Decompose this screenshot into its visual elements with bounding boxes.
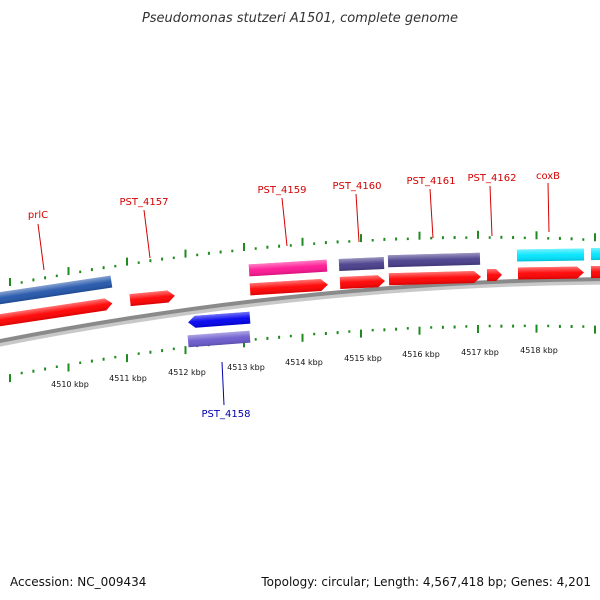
leader-prlC — [37, 223, 45, 271]
cds-next[interactable] — [590, 265, 600, 279]
cds-pst4162[interactable] — [486, 268, 502, 282]
accession-text: Accession: NC_009434 — [10, 575, 146, 589]
gene-label-pst4158[interactable]: PST_4158 — [202, 409, 251, 420]
gene-label-pst4157[interactable]: PST_4157 — [120, 197, 169, 208]
gene-coxB[interactable] — [516, 248, 585, 262]
leader-pst4159 — [281, 197, 288, 247]
gene-labels: prlC PST_4157 PST_4159 PST_4160 PST_4161… — [28, 171, 560, 420]
leader-coxB — [547, 182, 550, 233]
cds-pst4159[interactable] — [249, 279, 329, 296]
gene-prlC[interactable] — [0, 275, 113, 306]
gene-label-pst4162[interactable]: PST_4162 — [468, 173, 517, 184]
leader-pst4158 — [221, 361, 225, 406]
tick-label-4515: 4515 kbp — [344, 354, 382, 363]
cds-pst4161[interactable] — [388, 270, 481, 286]
leader-pst4161 — [429, 188, 434, 239]
cds-coxB[interactable] — [517, 266, 584, 280]
gene-pst4160[interactable] — [338, 257, 385, 271]
map-title: Pseudomonas stutzeri A1501, complete gen… — [142, 11, 458, 26]
forward-cds-track — [0, 265, 600, 328]
gene-label-coxB[interactable]: coxB — [536, 171, 560, 182]
tick-label-4517: 4517 kbp — [461, 348, 499, 357]
tick-label-4513: 4513 kbp — [227, 363, 265, 372]
reverse-strand-features — [187, 311, 251, 348]
genome-summary-text: Topology: circular; Length: 4,567,418 bp… — [260, 575, 591, 589]
gene-pst4161[interactable] — [387, 252, 481, 268]
leader-pst4157 — [143, 209, 151, 259]
leader-pst4162 — [489, 185, 493, 237]
gene-pst4159[interactable] — [248, 259, 328, 277]
cds-pst4158[interactable] — [188, 311, 251, 329]
gene-label-prlC[interactable]: prlC — [28, 210, 48, 221]
cds-pst4157[interactable] — [129, 290, 176, 307]
gene-label-pst4159[interactable]: PST_4159 — [258, 185, 307, 196]
tick-label-4514: 4514 kbp — [285, 358, 323, 367]
tick-label-4511: 4511 kbp — [109, 374, 147, 383]
tick-label-4510: 4510 kbp — [51, 380, 89, 389]
label-leaders — [37, 182, 550, 406]
gene-pst4158[interactable] — [187, 330, 251, 348]
tick-label-4518: 4518 kbp — [520, 346, 558, 355]
tick-label-4516: 4516 kbp — [402, 350, 440, 359]
sequence-backbone — [0, 277, 600, 344]
gene-label-pst4161[interactable]: PST_4161 — [407, 176, 456, 187]
lower-tick-track — [9, 324, 596, 383]
gene-label-pst4160[interactable]: PST_4160 — [333, 181, 382, 192]
forward-gene-track — [0, 247, 600, 306]
cds-pst4160[interactable] — [339, 275, 385, 289]
gene-next-cyan[interactable] — [590, 247, 600, 261]
leader-pst4160 — [355, 193, 360, 243]
cds-prlC[interactable] — [0, 297, 113, 328]
upper-tick-track — [9, 230, 596, 286]
tick-label-4512: 4512 kbp — [168, 368, 206, 377]
